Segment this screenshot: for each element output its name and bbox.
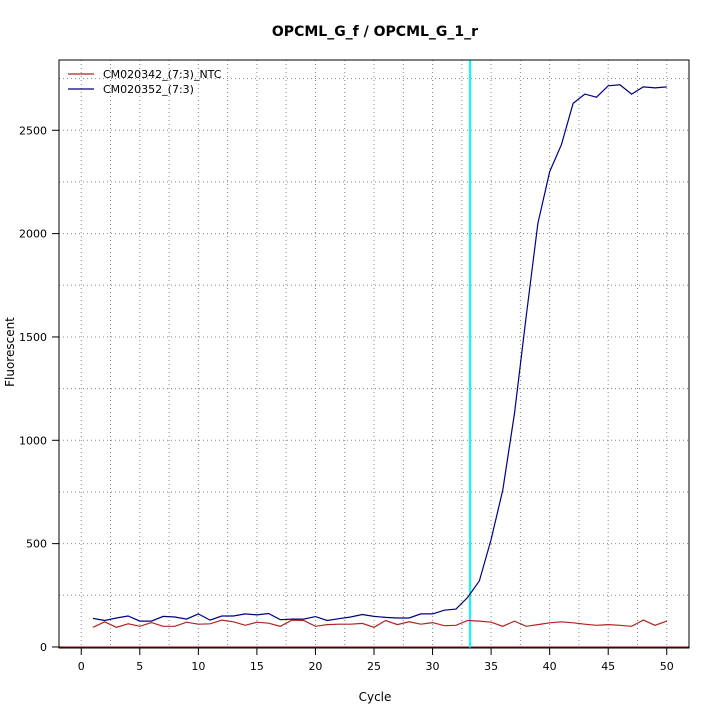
reference-lines bbox=[59, 60, 689, 648]
y-tick-label: 2000 bbox=[19, 228, 47, 241]
y-axis-label: Fluorescent bbox=[3, 317, 17, 387]
x-tick-label: 20 bbox=[308, 660, 322, 673]
legend: CM020342_(7:3)_NTC CM020352_(7:3) bbox=[68, 68, 222, 96]
legend-label-1: CM020342_(7:3)_NTC bbox=[103, 68, 222, 81]
chart-title: OPCML_G_f / OPCML_G_1_r bbox=[272, 24, 478, 40]
x-tick-label: 30 bbox=[426, 660, 440, 673]
series-line-1 bbox=[92, 619, 668, 628]
legend-label-2: CM020352_(7:3) bbox=[103, 83, 194, 96]
grid bbox=[59, 60, 689, 648]
series-lines bbox=[92, 84, 668, 628]
x-tick-label: 50 bbox=[660, 660, 674, 673]
x-tick-label: 35 bbox=[484, 660, 498, 673]
x-tick-label: 10 bbox=[191, 660, 205, 673]
y-tick-label: 1000 bbox=[19, 434, 47, 447]
x-tick-label: 40 bbox=[543, 660, 557, 673]
x-tick-label: 5 bbox=[136, 660, 143, 673]
series-line-2 bbox=[92, 84, 667, 622]
y-tick-label: 0 bbox=[40, 641, 47, 654]
x-tick-label: 25 bbox=[367, 660, 381, 673]
y-tick-label: 2500 bbox=[19, 124, 47, 137]
y-tick-label: 1500 bbox=[19, 331, 47, 344]
x-tick-label: 0 bbox=[78, 660, 85, 673]
y-tick-label: 500 bbox=[26, 538, 47, 551]
x-axis-label: Cycle bbox=[359, 690, 392, 704]
x-tick-label: 45 bbox=[601, 660, 615, 673]
x-tick-label: 15 bbox=[250, 660, 264, 673]
